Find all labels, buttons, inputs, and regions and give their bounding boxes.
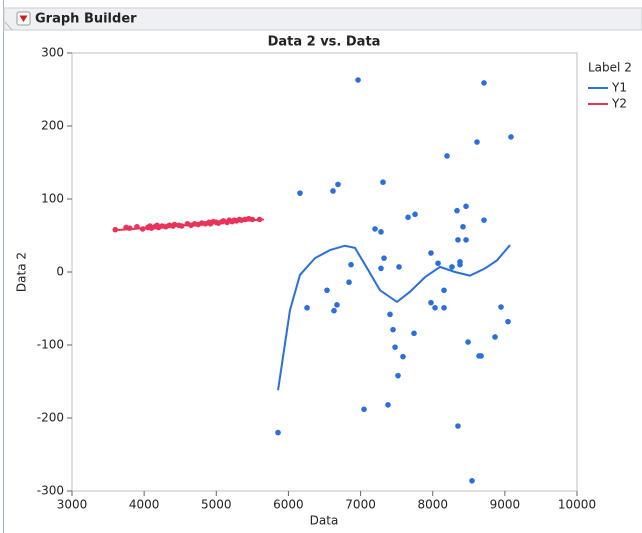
point: [335, 181, 341, 188]
point: [387, 311, 393, 318]
point: [385, 402, 391, 408]
y-tick-label: -100: [37, 338, 64, 352]
fit-line: [277, 244, 511, 391]
y-tick-label: -200: [37, 411, 64, 425]
point: [331, 307, 337, 314]
point: [171, 221, 178, 228]
point: [256, 216, 263, 223]
point: [380, 179, 386, 186]
y-tick-label: -300: [37, 484, 64, 498]
y-tick-label: 100: [41, 192, 64, 206]
point: [381, 255, 387, 261]
point: [435, 260, 441, 267]
x-tick-label: 3000: [57, 498, 88, 512]
point: [392, 344, 398, 350]
point: [432, 304, 438, 311]
point: [481, 80, 487, 86]
plot-area: [71, 52, 578, 492]
point: [428, 299, 434, 306]
y-tick-label: 0: [56, 265, 64, 279]
point: [378, 229, 384, 235]
corner: [4, 21, 13, 31]
point: [355, 77, 361, 83]
x-tick-label: 10000: [558, 498, 596, 512]
y-axis-label: Data 2: [15, 252, 29, 292]
point: [474, 139, 480, 145]
point: [372, 226, 378, 232]
point: [297, 190, 303, 196]
point: [304, 304, 310, 311]
point: [465, 339, 471, 345]
x-tick-label: 8000: [417, 498, 448, 512]
point: [455, 423, 461, 429]
point: [400, 353, 406, 360]
point: [481, 217, 487, 223]
point: [330, 188, 336, 194]
legend-title: Label 2: [588, 61, 632, 75]
point: [441, 287, 447, 294]
point: [469, 477, 475, 484]
point: [412, 211, 418, 218]
point: [460, 223, 466, 230]
point: [455, 237, 461, 243]
point: [348, 261, 354, 268]
point: [249, 216, 256, 223]
point: [454, 207, 460, 214]
point: [395, 372, 401, 379]
point: [139, 226, 146, 232]
point: [275, 429, 281, 436]
point: [405, 214, 411, 221]
point: [112, 226, 119, 233]
legend-label: Y2: [611, 97, 627, 111]
point: [492, 334, 498, 340]
y-tick-label: 300: [41, 46, 64, 60]
point: [134, 223, 140, 230]
point: [126, 225, 133, 231]
legend-label: Y1: [611, 81, 627, 95]
y-tick-label: 200: [41, 119, 64, 133]
point: [428, 250, 434, 256]
point: [444, 153, 450, 159]
chart-title: Data 2 vs. Data: [268, 35, 381, 50]
point: [505, 318, 511, 325]
point: [457, 261, 463, 268]
x-tick-label: 9000: [490, 498, 521, 512]
point: [441, 304, 447, 311]
header-bar: [3, 7, 642, 31]
x-tick-label: 4000: [129, 498, 160, 512]
point: [411, 330, 417, 337]
point: [324, 287, 330, 294]
point: [390, 326, 396, 333]
point: [508, 134, 514, 140]
x-tick-label: 7000: [345, 498, 376, 512]
point: [178, 223, 185, 229]
point: [334, 302, 340, 308]
point: [498, 304, 504, 310]
point: [478, 353, 484, 359]
point: [463, 237, 469, 243]
point: [346, 279, 352, 286]
point: [396, 264, 402, 270]
x-tick-label: 6000: [273, 498, 304, 512]
point: [449, 264, 455, 270]
point: [378, 265, 384, 272]
header-title: Graph Builder: [35, 12, 137, 27]
point: [463, 203, 469, 210]
x-axis-label: Data: [310, 514, 339, 528]
point: [361, 406, 367, 413]
x-tick-label: 5000: [201, 498, 232, 512]
menu-triangle: [19, 15, 28, 22]
